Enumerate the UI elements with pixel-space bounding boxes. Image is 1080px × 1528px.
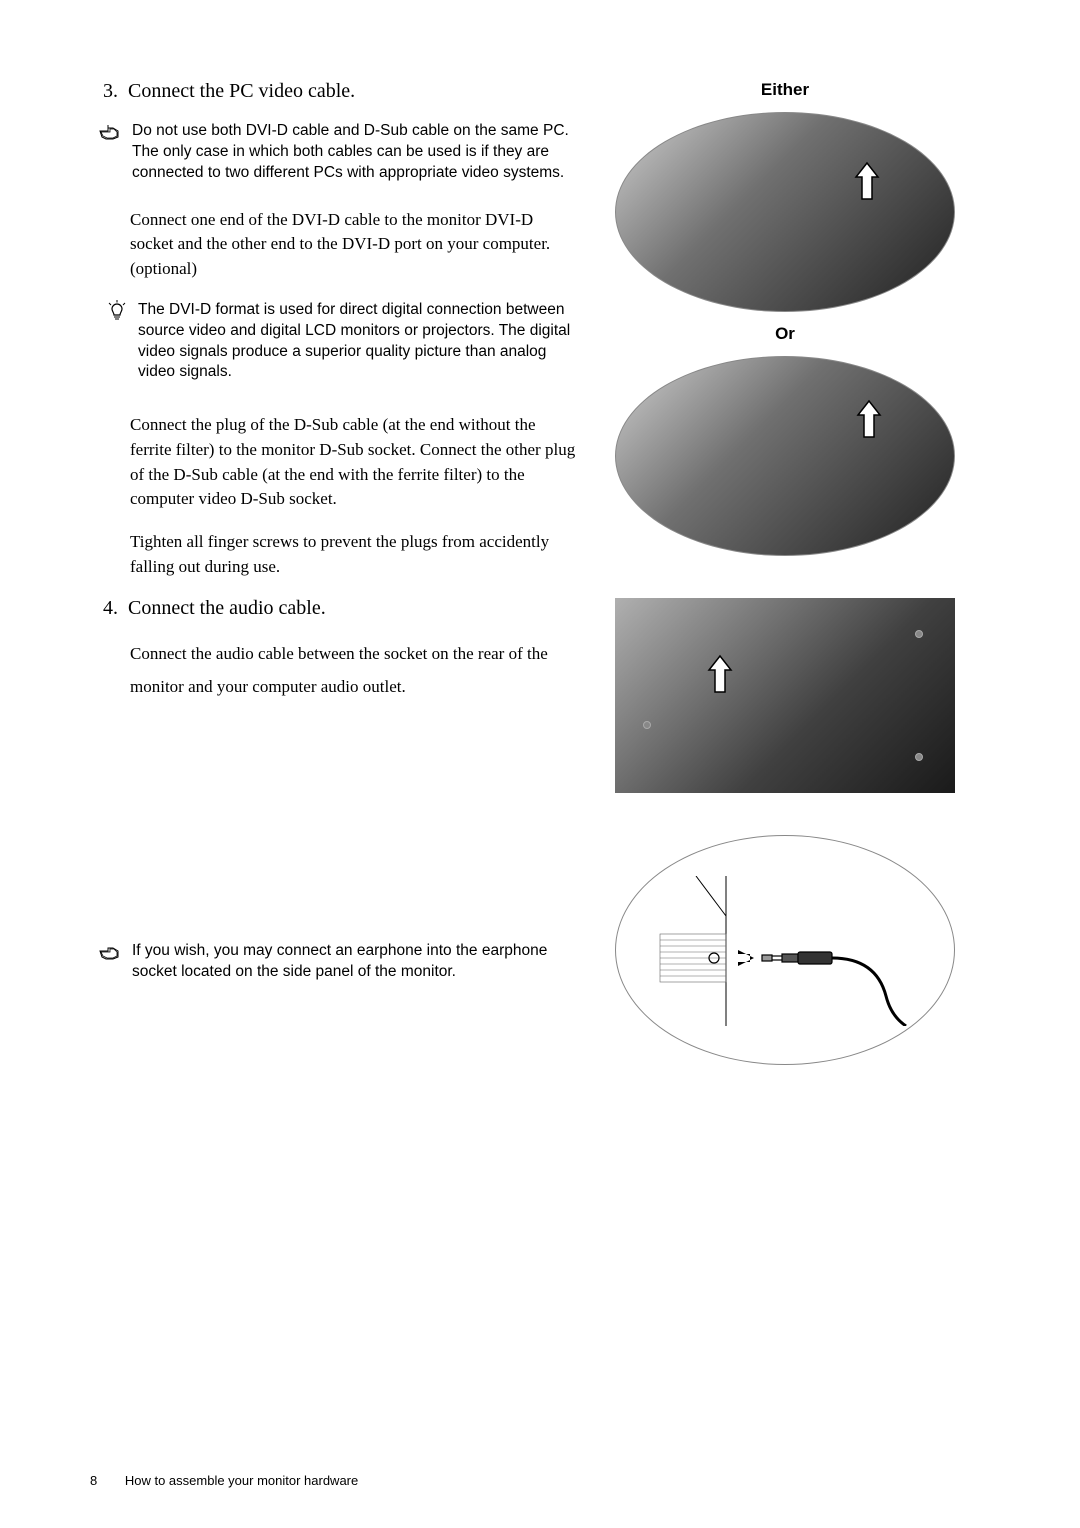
step3-para2: Connect the plug of the D-Sub cable (at … (130, 413, 580, 512)
socket-dot (643, 721, 651, 729)
arrow-up-icon (856, 399, 882, 439)
step3-para3: Tighten all finger screws to prevent the… (130, 530, 580, 579)
step4-number: 4. (90, 597, 118, 620)
earphone-diagram (646, 876, 926, 1026)
step3-title: Connect the PC video cable. (128, 80, 355, 102)
arrow-up-icon (854, 161, 880, 201)
figure-dsub-cable (615, 356, 955, 556)
page-content: 3. Connect the PC video cable. Do not use… (90, 80, 990, 1065)
label-either: Either (761, 80, 809, 100)
figure-earphone-socket (615, 835, 955, 1065)
figure-audio-cable (615, 598, 955, 793)
socket-dot (915, 753, 923, 761)
left-column: 3. Connect the PC video cable. Do not use… (90, 80, 580, 1065)
step3-tip-text: The DVI-D format is used for direct digi… (138, 300, 580, 384)
footer-section: How to assemble your monitor hardware (125, 1473, 358, 1488)
earphone-note-text: If you wish, you may connect an earphone… (132, 941, 580, 983)
earphone-note: If you wish, you may connect an earphone… (98, 941, 580, 983)
label-or: Or (775, 324, 795, 344)
socket-dot (915, 630, 923, 638)
step3-heading: 3. Connect the PC video cable. (90, 80, 580, 103)
right-column: Either Or (610, 80, 960, 1065)
step3-number: 3. (90, 80, 118, 103)
figure-dvid-cable (615, 112, 955, 312)
spacer (90, 721, 580, 941)
pointing-hand-icon (98, 943, 122, 963)
step3-para1: Connect one end of the DVI-D cable to th… (130, 208, 580, 282)
arrow-up-icon (707, 654, 733, 694)
step4-title: Connect the audio cable. (128, 597, 326, 619)
pointing-hand-icon (98, 123, 122, 143)
step4-para1: Connect the audio cable between the sock… (130, 638, 580, 703)
lightbulb-icon (106, 300, 128, 324)
page-number: 8 (90, 1473, 97, 1488)
step4-heading: 4. Connect the audio cable. (90, 597, 580, 620)
step3-tip: The DVI-D format is used for direct digi… (106, 300, 580, 384)
page-footer: 8 How to assemble your monitor hardware (90, 1473, 358, 1488)
step3-note: Do not use both DVI-D cable and D-Sub ca… (98, 121, 580, 184)
step3-note-text: Do not use both DVI-D cable and D-Sub ca… (132, 121, 580, 184)
